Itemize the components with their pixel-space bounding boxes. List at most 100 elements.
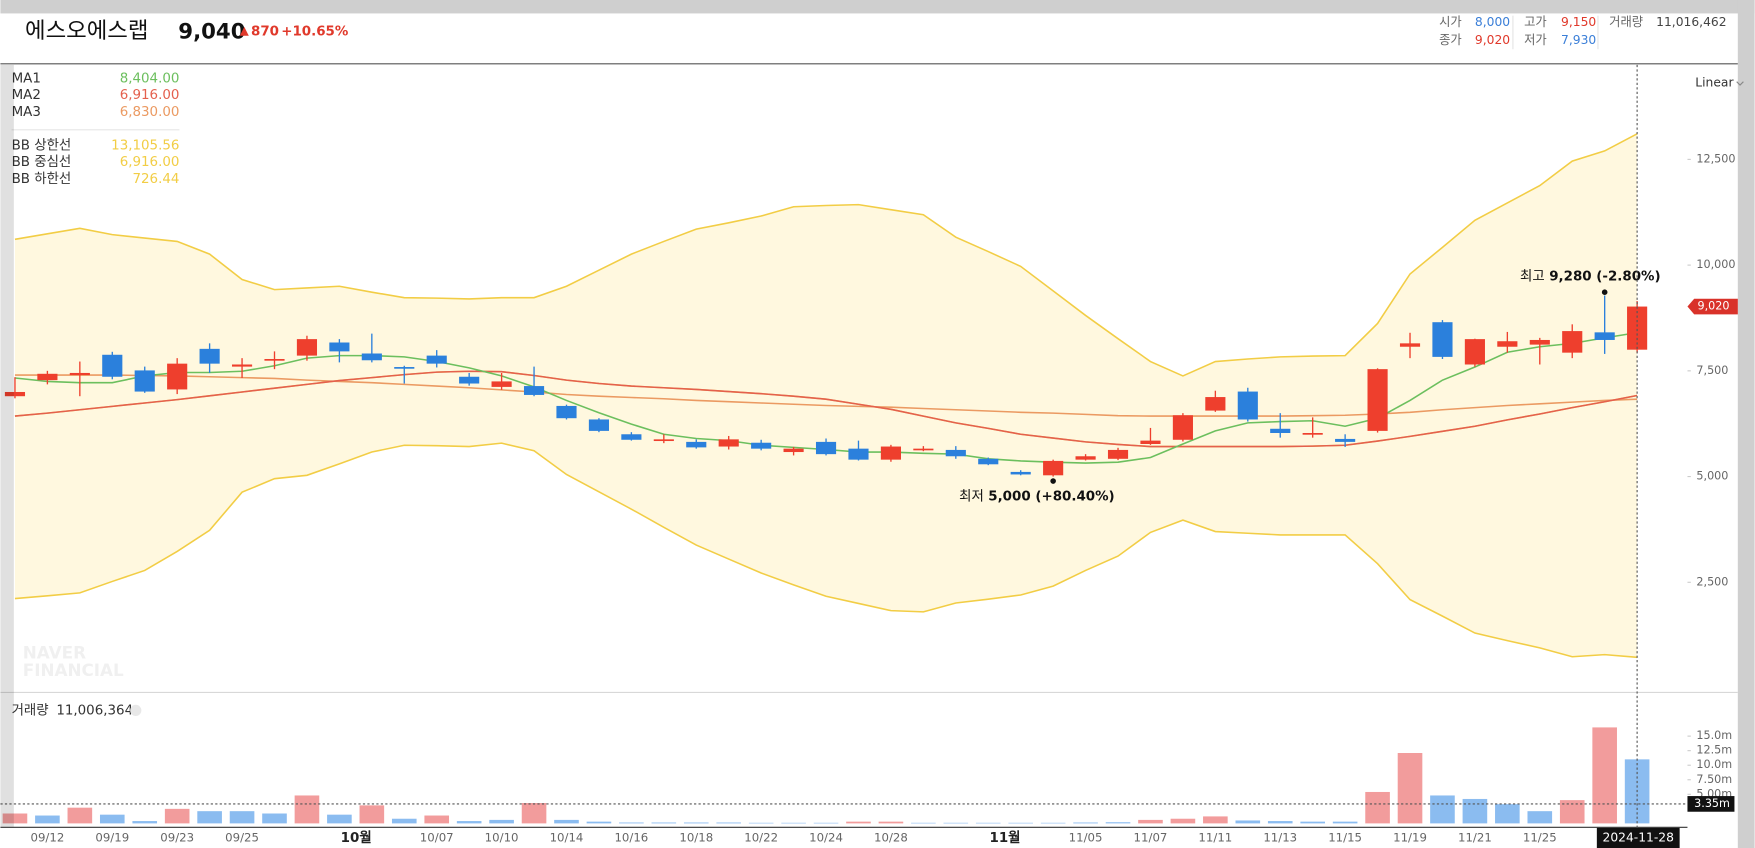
price-tag: [1687, 298, 1738, 315]
volume-tick-label: 15.0m: [1696, 729, 1732, 742]
candle-body: [1270, 428, 1291, 434]
volume-bar: [846, 821, 871, 824]
x-tick-label: 11/07: [1134, 830, 1168, 844]
candle-body: [1497, 341, 1518, 347]
volume-bar: [197, 811, 222, 824]
candle-body: [523, 386, 545, 395]
volume-bar: [878, 821, 904, 824]
change-rate: +10.65%: [281, 24, 348, 39]
volume-bar: [651, 822, 677, 824]
annotation-label: 최고: [1520, 269, 1545, 285]
crosshair-date-box: [1596, 827, 1680, 848]
candle-body: [978, 458, 999, 465]
candle-body: [751, 442, 772, 449]
candle-body: [491, 381, 512, 387]
stat-value: 8,000: [1475, 15, 1510, 29]
legend-name: MA3: [12, 105, 41, 120]
candle-body: [134, 370, 155, 392]
volume-bar: [554, 819, 579, 824]
candle-body: [199, 348, 220, 364]
candle-body: [556, 405, 577, 419]
volume-bar: [716, 822, 742, 824]
x-tick-label: 11/05: [1069, 830, 1103, 844]
x-tick-label: 10월: [341, 829, 372, 846]
volume-bar: [67, 807, 93, 824]
candle-body: [1335, 438, 1356, 442]
x-tick-label: 09/12: [30, 830, 64, 844]
volume-bar: [813, 822, 839, 824]
candle-body: [1399, 343, 1421, 347]
current-price: 9,040: [178, 19, 245, 44]
stat-value: 9,150: [1561, 15, 1596, 29]
scale-dropdown[interactable]: Linear: [1695, 75, 1734, 89]
volume-total: 11,006,364: [56, 703, 133, 718]
y-tick-label: 7,500: [1696, 364, 1728, 377]
legend-value: 6,830.00: [120, 105, 180, 120]
candle-body: [1043, 460, 1064, 476]
annotation-value: 5,000 (+80.40%): [988, 490, 1114, 505]
x-tick-label: 09/25: [225, 830, 259, 844]
candle-body: [1172, 415, 1193, 440]
candle-body: [1140, 440, 1161, 445]
dropdown-chevron[interactable]: [1736, 81, 1744, 86]
candle-body: [231, 364, 253, 367]
volume-bar: [424, 815, 450, 824]
candle-body: [296, 339, 318, 356]
frame-top: [0, 0, 1755, 14]
volume-bar: [99, 814, 125, 824]
overlay-line: [14, 374, 1638, 417]
stat-label: 저가: [1524, 33, 1547, 47]
volume-bar: [1073, 822, 1098, 824]
volume-bar: [1267, 821, 1293, 824]
candle-body: [37, 373, 58, 381]
y-tick-label: 2,500: [1696, 575, 1728, 588]
stat-value: 11,016,462: [1656, 15, 1726, 29]
legend-value: 726.44: [132, 172, 179, 187]
candle-body: [264, 358, 285, 361]
volume-bar: [521, 803, 547, 824]
stat-label: 거래량: [1609, 15, 1643, 29]
volume-bar: [489, 819, 514, 824]
volume-bar: [1008, 822, 1034, 824]
legend-name: MA1: [12, 71, 41, 86]
stat-label: 시가: [1439, 15, 1462, 29]
candle-body: [783, 448, 804, 453]
volume-bar: [1170, 818, 1196, 824]
stock-name: 에스오에스랩: [25, 18, 148, 44]
watermark: FINANCIAL: [23, 660, 124, 680]
candle-body: [426, 355, 447, 364]
x-tick-label: 11/21: [1458, 830, 1492, 844]
volume-bar: [781, 822, 806, 824]
candle-body: [1432, 322, 1453, 357]
volume-bar: [683, 822, 709, 824]
candle-body: [653, 439, 674, 442]
legend-value: 6,916.00: [120, 155, 180, 170]
volume-bar: [1203, 816, 1228, 824]
volume-bar: [164, 808, 190, 824]
legend-name: MA2: [12, 88, 41, 103]
candle-body: [1464, 339, 1485, 365]
x-tick-label: 11/11: [1198, 830, 1232, 844]
candle-body: [686, 441, 707, 448]
candle-body: [718, 439, 739, 447]
extreme-annotation: 최저 5,000 (+80.40%): [959, 489, 1115, 505]
close-icon[interactable]: [130, 704, 142, 716]
up-arrow-icon: [239, 26, 249, 36]
candle-body: [1010, 471, 1031, 475]
volume-bar: [35, 815, 60, 824]
x-tick-label: 10/24: [809, 830, 843, 844]
candle-body: [1562, 331, 1583, 353]
legend-value: 8,404.00: [120, 71, 180, 86]
volume-bar: [1300, 821, 1325, 824]
candle-body: [1627, 306, 1648, 350]
y-tick-label: 10,000: [1696, 258, 1735, 271]
volume-bar: [1527, 811, 1553, 824]
volume-bar: [586, 821, 612, 824]
volume-tick-label: 10.0m: [1696, 758, 1732, 771]
candle-body: [621, 434, 642, 440]
volume-bar: [975, 822, 1001, 824]
candle-body: [1075, 456, 1096, 460]
annotation-value: 9,280 (-2.80%): [1549, 270, 1660, 285]
volume-bar: [2, 813, 28, 824]
volume-bar: [1235, 820, 1261, 824]
